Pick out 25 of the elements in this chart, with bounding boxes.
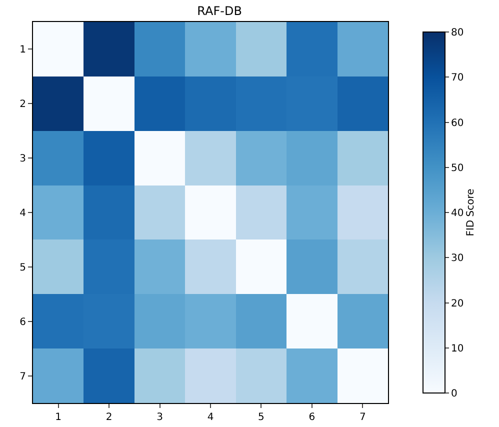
color-bar-label: 0 bbox=[451, 388, 458, 400]
y-tick-label: 1 bbox=[20, 44, 26, 56]
chart-title: RAF-DB bbox=[197, 4, 242, 18]
y-tick-label: 6 bbox=[20, 316, 26, 328]
color-bar-label: 30 bbox=[451, 253, 464, 264]
color-bar-label: 10 bbox=[451, 343, 464, 354]
y-tick-label: 2 bbox=[20, 99, 26, 110]
x-tick-label: 1 bbox=[55, 412, 62, 423]
color-bar-label: 70 bbox=[451, 72, 464, 84]
x-tick-label: 4 bbox=[207, 412, 214, 423]
x-tick-label: 7 bbox=[359, 412, 366, 423]
color-bar-label: 60 bbox=[451, 118, 464, 129]
color-bar-label: 20 bbox=[451, 298, 464, 310]
x-tick-label: 2 bbox=[106, 412, 112, 423]
color-bar-label: 80 bbox=[451, 28, 464, 38]
y-tick-label: 5 bbox=[20, 262, 26, 274]
x-tick-label: 6 bbox=[308, 412, 316, 423]
y-tick-label: 3 bbox=[20, 154, 26, 165]
y-tick-label: 7 bbox=[20, 371, 26, 382]
color-bar-label: 50 bbox=[451, 162, 464, 174]
x-tick-label: 5 bbox=[258, 412, 264, 423]
y-tick-label: 4 bbox=[20, 208, 26, 219]
x-tick-label: 3 bbox=[156, 412, 163, 423]
color-bar-title: FID Score bbox=[466, 188, 477, 236]
color-bar-label: 40 bbox=[451, 208, 464, 219]
